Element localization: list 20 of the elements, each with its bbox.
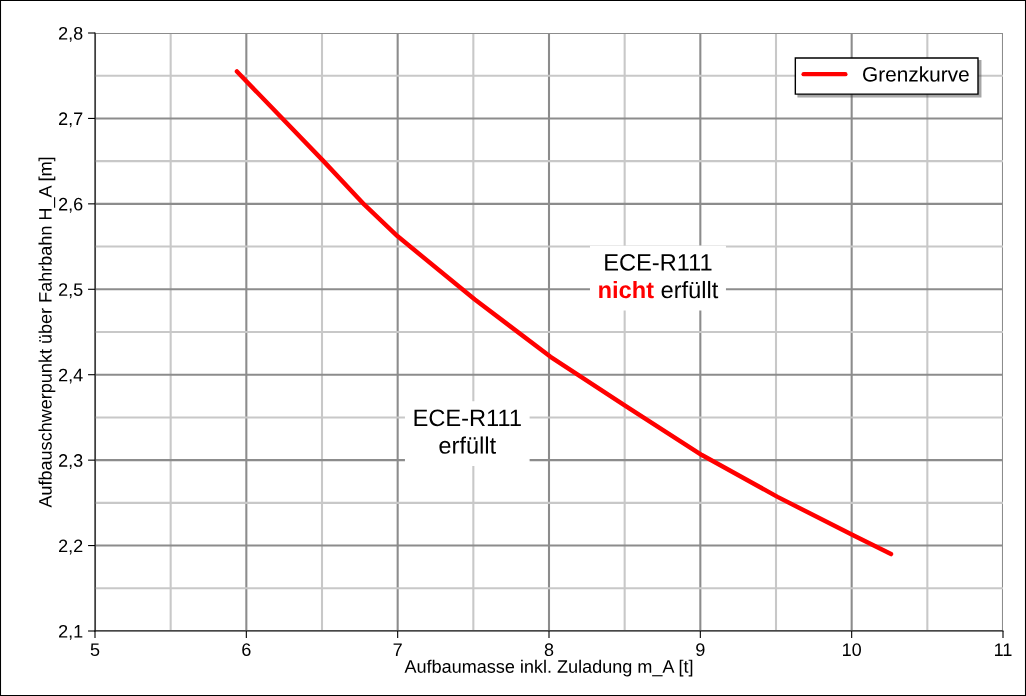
y-tick-label: 2,3 — [59, 454, 83, 469]
x-tick-label: 6 — [242, 643, 251, 657]
x-tick-label: 9 — [696, 643, 705, 657]
x-tick-label: 7 — [393, 643, 402, 656]
x-axis-title: Aufbaumasse inkl. Zuladung m_A [t] — [404, 659, 693, 677]
x-tick-label: 10 — [843, 643, 861, 657]
y-tick-label: 2,7 — [59, 112, 83, 128]
y-tick-label: 2,5 — [59, 283, 83, 299]
x-tick-label: 5 — [90, 643, 100, 657]
y-axis-title: Aufbauschwerpunkt über Fahrbahn H_A [m] — [38, 157, 56, 508]
y-tick-label: 2,6 — [59, 197, 83, 213]
x-tick-label: 11 — [995, 643, 1012, 656]
y-tick-label: 2,8 — [59, 26, 83, 42]
y-tick-label: 2,4 — [59, 368, 83, 384]
annotation: ECE-R111 erfüllt — [414, 409, 521, 454]
y-tick-label: 2,2 — [59, 539, 83, 555]
annotation: ECE-R111 nicht erfüllt — [599, 254, 719, 299]
y-tick-label: 2,1 — [59, 624, 83, 640]
x-tick-label: 8 — [544, 643, 554, 657]
legend-label: Grenzkurve — [863, 66, 969, 82]
